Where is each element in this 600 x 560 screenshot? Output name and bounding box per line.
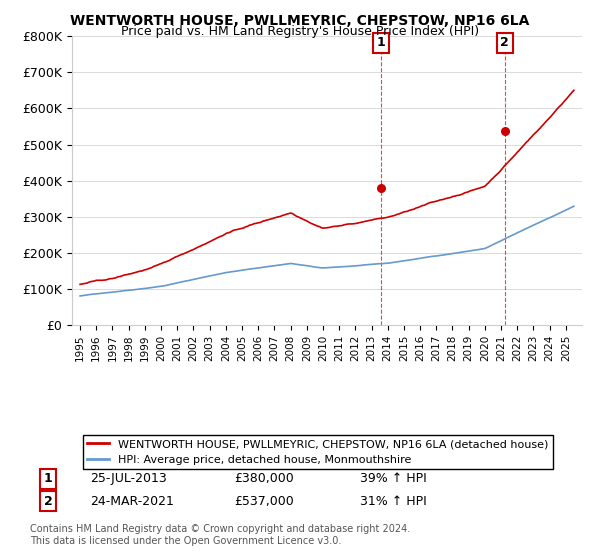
Text: WENTWORTH HOUSE, PWLLMEYRIC, CHEPSTOW, NP16 6LA: WENTWORTH HOUSE, PWLLMEYRIC, CHEPSTOW, N… <box>70 14 530 28</box>
Text: 1: 1 <box>44 472 52 486</box>
Text: 31% ↑ HPI: 31% ↑ HPI <box>360 494 427 508</box>
Text: Price paid vs. HM Land Registry's House Price Index (HPI): Price paid vs. HM Land Registry's House … <box>121 25 479 38</box>
Text: 39% ↑ HPI: 39% ↑ HPI <box>360 472 427 486</box>
Point <box>376 183 386 192</box>
Text: 2: 2 <box>44 494 52 508</box>
Text: 1: 1 <box>376 36 385 49</box>
Legend: WENTWORTH HOUSE, PWLLMEYRIC, CHEPSTOW, NP16 6LA (detached house), HPI: Average p: WENTWORTH HOUSE, PWLLMEYRIC, CHEPSTOW, N… <box>83 435 553 469</box>
Text: 24-MAR-2021: 24-MAR-2021 <box>90 494 174 508</box>
Point <box>500 127 509 136</box>
Text: Contains HM Land Registry data © Crown copyright and database right 2024.
This d: Contains HM Land Registry data © Crown c… <box>30 524 410 546</box>
Text: 25-JUL-2013: 25-JUL-2013 <box>90 472 167 486</box>
Text: 2: 2 <box>500 36 509 49</box>
Text: £380,000: £380,000 <box>234 472 294 486</box>
Text: £537,000: £537,000 <box>234 494 294 508</box>
